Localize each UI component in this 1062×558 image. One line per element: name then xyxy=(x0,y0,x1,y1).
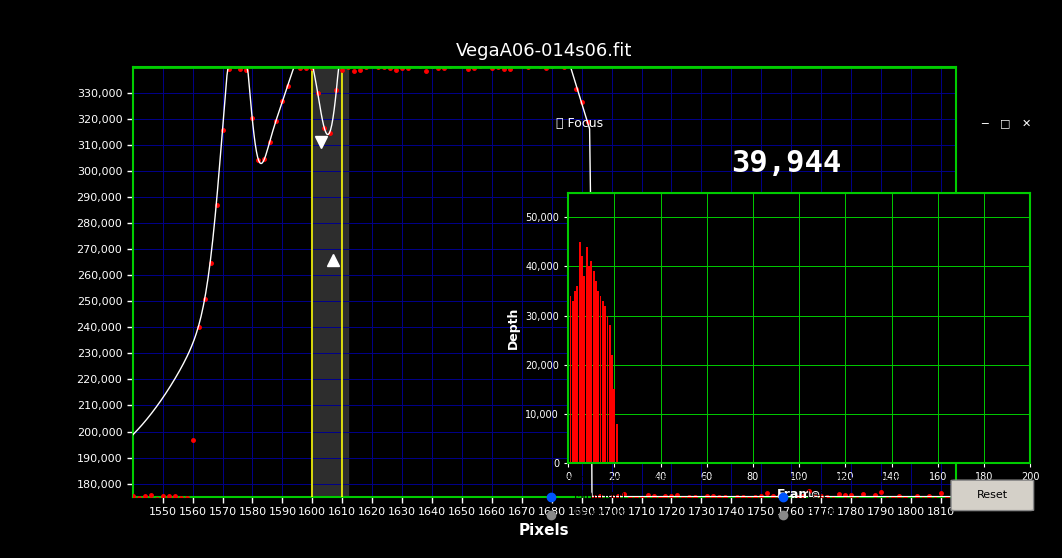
Text: □: □ xyxy=(1000,118,1011,128)
Bar xyxy=(606,315,609,463)
Text: ✕: ✕ xyxy=(1022,118,1031,128)
Bar xyxy=(604,306,606,463)
Bar xyxy=(602,301,603,463)
Bar xyxy=(581,257,583,463)
X-axis label: Frame: Frame xyxy=(777,488,821,501)
Bar xyxy=(590,261,593,463)
Text: Then find Maximum to:: Then find Maximum to: xyxy=(775,474,905,484)
Bar xyxy=(312,67,348,497)
Text: 🔲 Focus: 🔲 Focus xyxy=(556,117,603,130)
Y-axis label: Depth: Depth xyxy=(507,307,519,349)
Text: Reset: Reset xyxy=(977,490,1008,501)
Text: 1. Search Measure Line Range for:: 1. Search Measure Line Range for: xyxy=(538,474,730,484)
Text: 39,944: 39,944 xyxy=(731,149,841,177)
Bar xyxy=(616,424,618,463)
Text: Maximum: Maximum xyxy=(575,508,630,518)
Title: VegaA06-014s06.fit: VegaA06-014s06.fit xyxy=(456,42,633,60)
Bar xyxy=(583,276,585,463)
Text: Right: Right xyxy=(806,508,836,518)
Bar xyxy=(586,247,587,463)
X-axis label: Pixels: Pixels xyxy=(519,523,569,537)
Text: Minimum: Minimum xyxy=(575,490,627,501)
Bar xyxy=(597,291,599,463)
Bar xyxy=(600,296,601,463)
Bar xyxy=(593,271,595,463)
Bar xyxy=(614,389,615,463)
Bar xyxy=(579,242,581,463)
Bar xyxy=(571,301,573,463)
Text: Left: Left xyxy=(806,490,827,501)
Bar xyxy=(611,355,613,463)
Text: ─: ─ xyxy=(981,118,988,128)
Bar xyxy=(569,296,571,463)
FancyBboxPatch shape xyxy=(952,480,1033,511)
Bar xyxy=(609,325,611,463)
Bar xyxy=(575,291,576,463)
Bar xyxy=(577,286,579,463)
Bar xyxy=(595,281,597,463)
Bar xyxy=(588,266,589,463)
